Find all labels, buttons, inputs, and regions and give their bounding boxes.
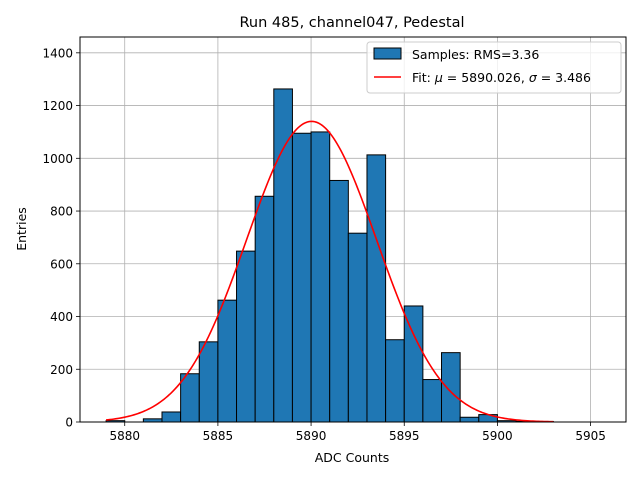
y-tick-label: 1200 <box>42 99 73 113</box>
histogram-bar <box>385 339 405 423</box>
histogram-bar <box>180 373 200 423</box>
histogram-bar <box>161 411 182 423</box>
y-tick-label: 1000 <box>42 152 73 166</box>
histogram-bar <box>291 132 312 423</box>
y-tick-label: 1400 <box>42 46 73 60</box>
histogram-bar <box>236 250 256 423</box>
fit-curve <box>106 120 554 423</box>
legend-label-fit: Fit: μ = 5890.026, σ = 3.486 <box>412 70 591 85</box>
histogram-bar <box>366 154 387 423</box>
y-axis-ticks: 0 200 400 600 800 1000 1200 1400 <box>42 46 80 430</box>
histogram-bar <box>254 195 275 423</box>
chart-title: Run 485, channel047, Pedestal <box>239 15 464 31</box>
y-tick-label: 800 <box>50 205 73 219</box>
histogram-bar <box>198 341 219 423</box>
x-axis-ticks: 5880 5885 5890 5895 5900 5905 <box>109 422 606 443</box>
plot-area <box>79 36 627 423</box>
x-tick-label: 5905 <box>575 429 606 443</box>
x-tick-label: 5890 <box>296 429 327 443</box>
histogram-bars <box>105 88 554 423</box>
y-tick-label: 0 <box>65 416 73 430</box>
x-axis-label: ADC Counts <box>315 450 390 465</box>
histogram-bar <box>459 416 480 423</box>
histogram-bar <box>403 305 424 423</box>
y-axis-label: Entries <box>14 207 29 251</box>
y-tick-label: 200 <box>50 363 73 377</box>
legend-label-samples: Samples: RMS=3.36 <box>412 47 539 62</box>
x-tick-label: 5880 <box>109 429 140 443</box>
y-tick-label: 400 <box>50 310 73 324</box>
x-tick-label: 5895 <box>389 429 420 443</box>
histogram-bar <box>329 179 349 423</box>
legend: Samples: RMS=3.36 Fit: μ = 5890.026, σ =… <box>366 41 622 94</box>
histogram-bar <box>347 232 368 423</box>
legend-box <box>366 41 622 94</box>
histogram-bar <box>310 131 331 423</box>
x-tick-label: 5885 <box>203 429 234 443</box>
legend-swatch-samples <box>373 47 402 60</box>
axes-frame <box>79 36 627 423</box>
x-tick-label: 5900 <box>482 429 513 443</box>
histogram-bar <box>422 379 443 423</box>
y-tick-label: 600 <box>50 257 73 271</box>
histogram-bar <box>441 352 461 423</box>
histogram-bar <box>217 299 238 423</box>
